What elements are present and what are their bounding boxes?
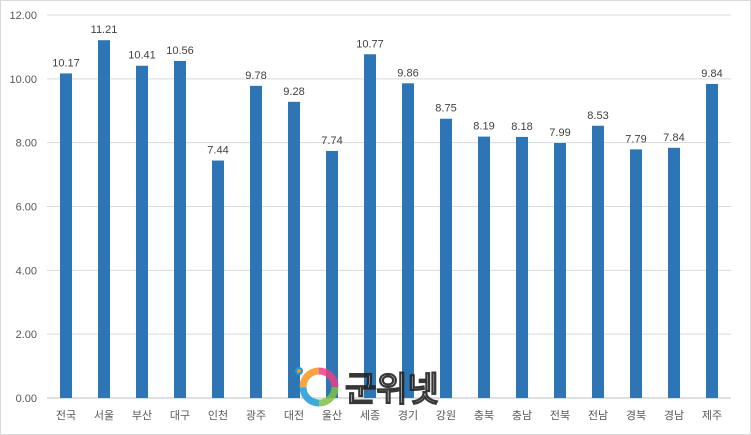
data-label: 8.53 bbox=[587, 110, 608, 122]
bar bbox=[516, 136, 528, 398]
x-tick-label: 제주 bbox=[702, 409, 722, 422]
x-tick-label: 강원 bbox=[436, 409, 456, 422]
x-tick-label: 충남 bbox=[512, 409, 532, 422]
x-tick-label: 전북 bbox=[550, 409, 570, 422]
data-labels: 10.17 11.21 10.41 10.56 7.44 9.78 9.28 7.74 10.7… bbox=[52, 24, 722, 156]
data-label: 7.79 bbox=[625, 133, 646, 145]
data-label: 7.74 bbox=[321, 135, 342, 147]
data-label: 8.75 bbox=[435, 103, 456, 115]
bar bbox=[668, 147, 680, 398]
bar bbox=[402, 83, 414, 398]
x-axis-ticks: 전국 서울 부산 대구 인천 광주 대전 울산 세종 경기 강원 충북 충남 전북 전남 경북 경남 제주 bbox=[56, 408, 722, 422]
gridlines bbox=[47, 14, 731, 399]
y-tick-label: 2.00 bbox=[16, 329, 37, 341]
watermark-text: 군위넷 bbox=[345, 370, 439, 410]
data-label: 9.78 bbox=[245, 70, 266, 82]
x-tick-label: 경남 bbox=[664, 409, 684, 422]
data-label: 8.19 bbox=[473, 121, 494, 133]
bar bbox=[98, 40, 110, 398]
bar bbox=[212, 160, 224, 398]
y-tick-label: 4.00 bbox=[16, 265, 37, 277]
watermark-logo: 군위넷 bbox=[295, 367, 439, 411]
bar bbox=[592, 125, 604, 399]
x-tick-label: 대전 bbox=[284, 409, 304, 422]
x-tick-label: 세종 bbox=[360, 409, 380, 422]
data-label: 9.28 bbox=[283, 86, 304, 98]
y-axis-ticks: 0.00 2.00 4.00 6.00 8.00 10.00 12.00 bbox=[9, 10, 37, 405]
data-label: 9.84 bbox=[701, 68, 722, 80]
x-tick-label: 울산 bbox=[322, 409, 342, 422]
x-tick-label: 부산 bbox=[132, 409, 152, 422]
bar bbox=[630, 149, 642, 398]
data-label: 10.41 bbox=[128, 50, 156, 62]
data-label: 7.84 bbox=[663, 132, 684, 144]
y-tick-label: 0.00 bbox=[16, 393, 37, 405]
y-tick-label: 8.00 bbox=[16, 138, 37, 150]
bar bbox=[60, 73, 72, 398]
swirl-logo-icon bbox=[295, 367, 339, 407]
data-label: 8.18 bbox=[511, 121, 532, 133]
x-tick-label: 광주 bbox=[246, 409, 266, 422]
data-label: 7.44 bbox=[207, 145, 228, 157]
y-tick-label: 6.00 bbox=[16, 202, 37, 214]
data-label: 7.99 bbox=[549, 127, 570, 139]
x-tick-label: 서울 bbox=[94, 409, 114, 422]
bar bbox=[554, 142, 566, 398]
data-label: 10.77 bbox=[356, 38, 384, 50]
bar bbox=[326, 150, 338, 398]
y-tick-label: 10.00 bbox=[9, 74, 37, 86]
bars bbox=[60, 40, 718, 399]
x-tick-label: 경북 bbox=[626, 409, 646, 422]
y-tick-label: 12.00 bbox=[9, 10, 37, 22]
x-tick-label: 충북 bbox=[474, 409, 494, 422]
data-label: 9.86 bbox=[397, 67, 418, 79]
bar bbox=[250, 85, 262, 398]
x-tick-label: 경기 bbox=[398, 409, 418, 422]
bar bbox=[288, 101, 300, 399]
x-tick-label: 대구 bbox=[170, 409, 190, 422]
bar bbox=[706, 83, 718, 398]
data-label: 10.56 bbox=[166, 45, 194, 57]
bar bbox=[440, 118, 452, 399]
bar bbox=[174, 60, 186, 399]
data-label: 11.21 bbox=[91, 24, 118, 36]
bar bbox=[136, 65, 148, 398]
bar bbox=[364, 54, 376, 398]
x-tick-label: 전남 bbox=[588, 409, 608, 422]
bar bbox=[478, 136, 490, 399]
x-tick-label: 인천 bbox=[208, 408, 228, 422]
x-tick-label: 전국 bbox=[56, 409, 76, 422]
data-label: 10.17 bbox=[52, 57, 80, 69]
